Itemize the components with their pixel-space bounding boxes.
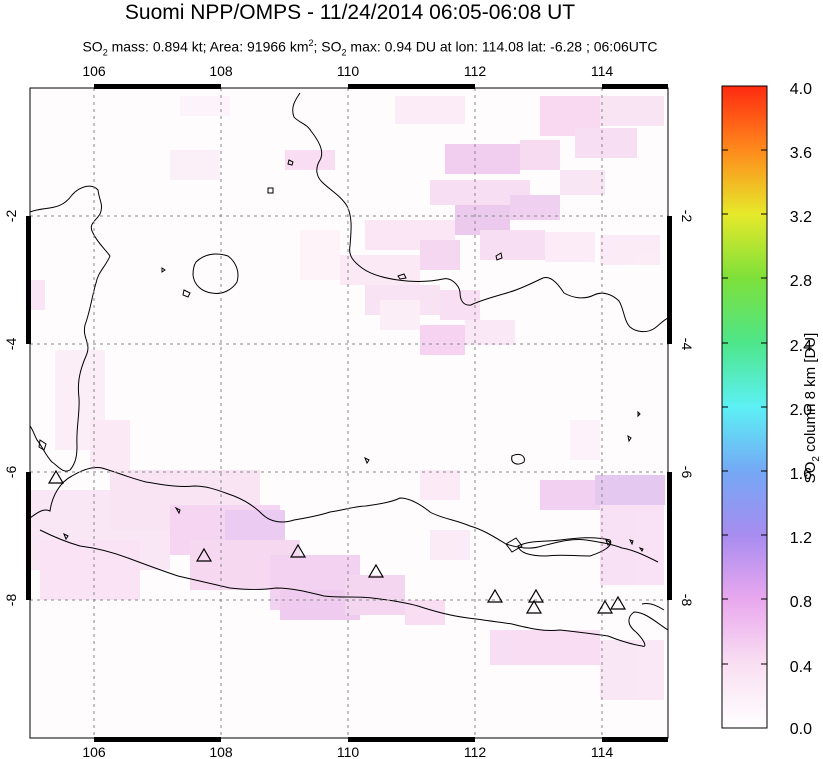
volcano-marker [527, 588, 545, 603]
volcano-marker [195, 547, 213, 562]
colorbar-label: 3.6 [790, 145, 812, 162]
volcano-marker [525, 599, 543, 614]
lon-label: 112 [464, 63, 487, 79]
lon-label: 114 [591, 63, 614, 79]
map-frame [26, 84, 672, 742]
volcano-marker [367, 563, 385, 578]
lon-labels-bottom: 106 108 110 112 114 [82, 744, 613, 759]
colorbar-label: 0.0 [790, 721, 812, 738]
lat-labels-right: -2 -4 -6 -8 [679, 210, 695, 607]
lat-label: -2 [3, 210, 19, 223]
colorbar-title-suffix: column 8 km [DU] [802, 333, 819, 456]
coastlines [30, 92, 668, 647]
colorbar-label: 2.0 [790, 402, 812, 419]
lat-labels-left: -2 -4 -6 -8 [3, 210, 19, 607]
lat-label: -6 [679, 466, 695, 479]
map-background [30, 88, 668, 738]
colorbar-label: 1.6 [790, 466, 812, 483]
colorbar-label: 0.8 [790, 594, 812, 611]
lat-label: -4 [679, 338, 695, 351]
lon-label: 106 [82, 744, 106, 759]
subtitle-so2-label-2: ; SO [313, 38, 342, 55]
lat-label: -8 [3, 594, 19, 607]
colorbar: 4.0 3.6 3.2 2.8 2.4 2.0 1.6 1.2 0.8 0.4 … [721, 81, 822, 738]
subtitle-max-info: max: 0.94 DU at lon: 114.08 lat: -6.28 ;… [346, 38, 658, 55]
colorbar-title: SO2 column 8 km [DU] [802, 333, 822, 484]
lat-label: -8 [679, 594, 695, 607]
volcano-marker [289, 543, 307, 558]
map-subtitle: SO2 mass: 0.894 kt; Area: 91966 km2; SO2… [82, 38, 658, 58]
colorbar-title-prefix: SO [802, 462, 819, 484]
lon-label: 112 [464, 744, 487, 759]
lat-label: -2 [679, 210, 695, 223]
map-title: Suomi NPP/OMPS - 11/24/2014 06:05-06:08 … [124, 1, 576, 24]
colorbar-label: 2.8 [790, 273, 812, 290]
lon-labels-top: 106 108 110 112 114 [82, 63, 613, 79]
colorbar-label: 0.4 [790, 659, 812, 676]
colorbar-label: 2.4 [790, 338, 812, 355]
lat-label: -6 [3, 466, 19, 479]
volcano-marker [609, 595, 627, 610]
lat-label: -4 [3, 338, 19, 351]
lon-label: 106 [82, 63, 106, 79]
colorbar-gradient [721, 85, 768, 729]
colorbar-label: 3.2 [790, 209, 812, 226]
lon-label: 108 [209, 744, 233, 759]
lon-label: 108 [209, 63, 233, 79]
volcano-marker [486, 588, 504, 603]
lon-label: 114 [591, 744, 614, 759]
so2-pixel-layer [30, 96, 665, 700]
subtitle-so2-label: SO [82, 38, 103, 55]
lon-label: 110 [337, 744, 360, 759]
volcano-markers [47, 469, 627, 614]
lon-label: 110 [337, 63, 360, 79]
volcano-marker [596, 599, 614, 614]
subtitle-mass-area: mass: 0.894 kt; Area: 91966 km [107, 38, 309, 55]
colorbar-ticks [722, 149, 767, 665]
colorbar-label: 1.2 [790, 530, 812, 547]
colorbar-label: 4.0 [790, 81, 812, 98]
volcano-marker [47, 469, 65, 484]
graticule [30, 88, 668, 738]
